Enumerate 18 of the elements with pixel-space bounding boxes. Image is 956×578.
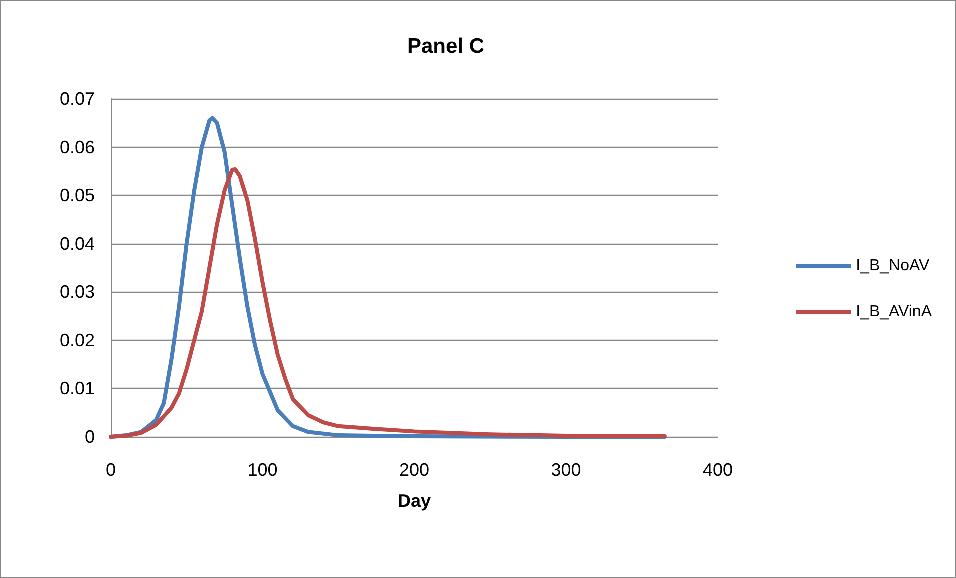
y-tick-label: 0.06: [60, 137, 95, 158]
x-tick-label: 200: [399, 460, 430, 480]
x-tick-label: 0: [106, 460, 116, 480]
x-tick-label: 300: [551, 460, 582, 480]
y-tick-label: 0.04: [60, 234, 95, 254]
y-tick-label: 0.07: [60, 89, 95, 109]
y-tick-label: 0.02: [60, 330, 95, 350]
y-tick-label: 0.01: [60, 378, 95, 399]
line-series: [109, 167, 667, 439]
legend-label: I_B_NoAV: [856, 258, 930, 274]
y-tick-label: 0.03: [60, 282, 95, 302]
x-tick-label: 400: [702, 460, 734, 480]
y-tick-label: 0: [84, 427, 95, 447]
y-tick-label: 0.05: [60, 186, 95, 206]
x-tick-label: 100: [248, 460, 278, 480]
legend-label: I_B_AVinA: [856, 304, 932, 320]
x-axis-title: Day: [398, 491, 432, 511]
chart-title: Panel C: [407, 35, 485, 58]
